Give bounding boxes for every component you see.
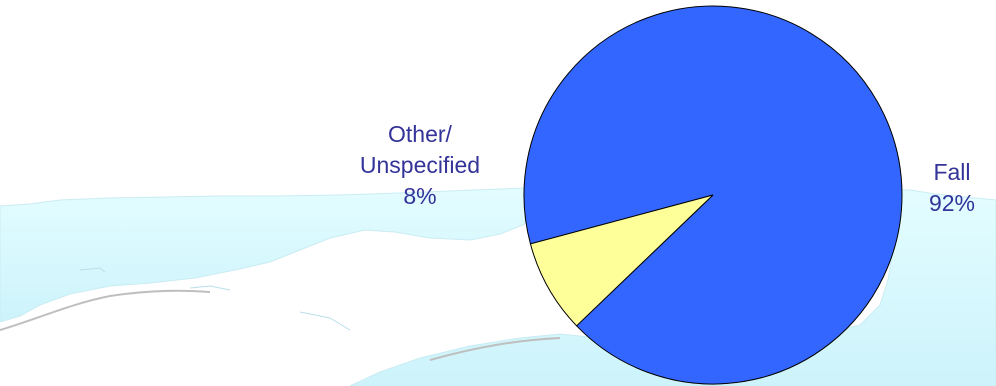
map-coastline-detail — [79, 267, 351, 331]
slice-name-label: Unspecified — [360, 152, 480, 178]
slice-percent-label: 92% — [929, 190, 975, 216]
pie-slice-1 — [523, 5, 903, 385]
pie-slices — [523, 5, 903, 385]
pie-slice-2 — [529, 194, 714, 327]
slice-labels: Fall 92% Other/Unspecified 8% — [360, 121, 975, 216]
slice-percent-label: 8% — [403, 183, 436, 209]
slice-name-label: Other/ — [388, 121, 453, 147]
map-landmass — [0, 187, 526, 323]
slice-name-label: Fall — [933, 159, 970, 185]
map-shore-shadow — [0, 289, 561, 361]
